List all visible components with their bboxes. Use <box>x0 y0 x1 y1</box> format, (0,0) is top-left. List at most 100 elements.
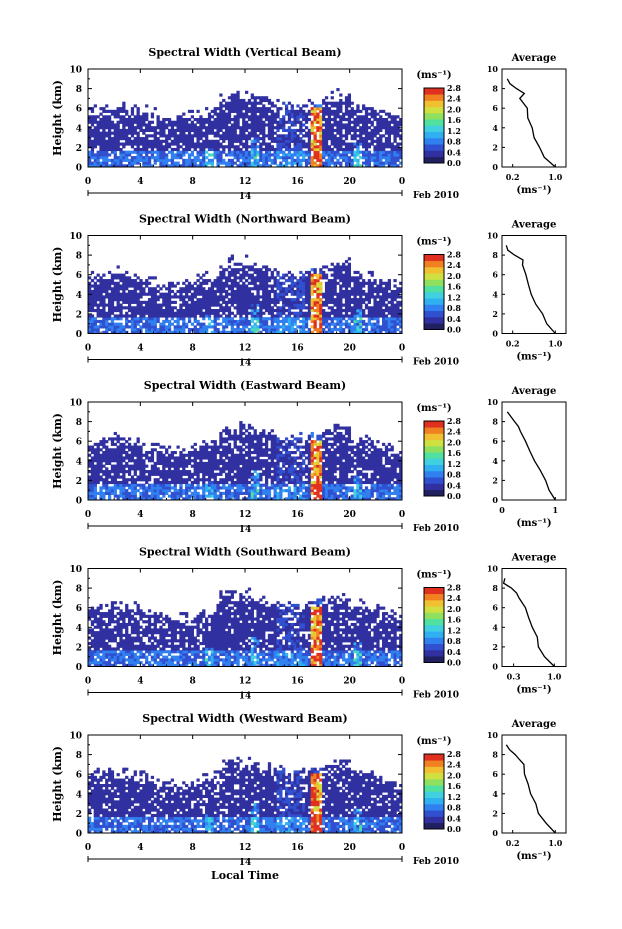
heatmap-cell <box>347 300 352 304</box>
heatmap-cell <box>333 139 337 143</box>
heatmap-cell <box>287 325 292 329</box>
heatmap-cell <box>262 123 266 127</box>
heatmap-cell <box>176 459 180 463</box>
heatmap-cell <box>376 325 380 329</box>
heatmap-cell <box>333 101 337 105</box>
heatmap-cell <box>262 317 266 321</box>
heatmap-cell <box>187 456 192 460</box>
heatmap-cell <box>319 276 323 280</box>
heatmap-cell <box>159 120 163 124</box>
heatmap-cell <box>105 115 109 119</box>
heatmap-cell <box>216 147 220 152</box>
heatmap-cell <box>247 131 252 135</box>
heatmap-cell <box>264 300 269 304</box>
heatmap-cell <box>393 147 397 152</box>
heatmap-cell <box>313 142 317 146</box>
heatmap-cell <box>356 298 360 302</box>
heatmap-cell <box>167 461 172 466</box>
heatmap-cell <box>293 128 297 133</box>
heatmap-cell <box>156 461 160 466</box>
heatmap-cell <box>344 101 349 105</box>
heatmap-cell <box>233 300 237 304</box>
heatmap-cell <box>296 317 300 321</box>
heatmap-cell <box>233 483 237 487</box>
heatmap-cell <box>88 486 92 490</box>
heatmap-cell <box>187 472 192 476</box>
heatmap-cell <box>344 322 349 326</box>
heatmap-cell <box>202 475 206 479</box>
heatmap-cell <box>170 142 175 146</box>
heatmap-cell <box>350 109 354 113</box>
heatmap-cell <box>339 109 343 113</box>
heatmap-cell <box>333 303 337 307</box>
heatmap-cell <box>344 123 349 127</box>
heatmap-cell <box>379 109 383 113</box>
heatmap-cell <box>122 478 126 482</box>
heatmap-cell <box>199 287 203 291</box>
heatmap-cell <box>105 483 109 487</box>
heatmap-cell <box>116 120 120 124</box>
heatmap-cell <box>116 156 120 160</box>
heatmap-cell <box>127 292 132 296</box>
heatmap-cell <box>202 287 206 291</box>
heatmap-cell <box>262 142 266 146</box>
heatmap-cell <box>202 451 206 455</box>
heatmap-cell <box>310 314 314 318</box>
heatmap-cell <box>399 325 403 329</box>
heatmap-cell <box>245 265 249 269</box>
heatmap-cell <box>133 279 137 283</box>
heatmap-cell <box>130 134 135 138</box>
heatmap-cell <box>205 164 209 168</box>
heatmap-cell <box>282 325 286 329</box>
heatmap-cell <box>396 303 400 307</box>
heatmap-cell <box>242 150 246 154</box>
heatmap-cell <box>356 328 360 332</box>
heatmap-cell <box>353 325 357 329</box>
heatmap-cell <box>259 330 263 334</box>
heatmap-cell <box>264 147 269 152</box>
heatmap-cell <box>259 309 263 313</box>
heatmap-cell <box>127 139 132 143</box>
heatmap-cell <box>113 486 117 490</box>
heatmap-cell <box>119 156 123 160</box>
heatmap-cell <box>230 287 234 291</box>
heatmap-cell <box>324 303 329 307</box>
heatmap-cell <box>187 489 192 493</box>
heatmap-cell <box>113 126 117 130</box>
heatmap-cell <box>199 145 203 149</box>
heatmap-cell <box>147 489 152 493</box>
heatmap-cell <box>193 300 197 304</box>
heatmap-cell <box>205 303 209 307</box>
heatmap-cell <box>379 309 383 313</box>
heatmap-cell <box>259 306 263 310</box>
heatmap-cell <box>90 448 95 452</box>
heatmap-cell <box>247 101 252 105</box>
heatmap-cell <box>125 470 129 474</box>
panel-title: Spectral Width (Vertical Beam) <box>148 46 341 59</box>
heatmap-cell <box>113 322 117 326</box>
heatmap-cell <box>339 118 343 122</box>
heatmap-cell <box>96 314 100 318</box>
heatmap-cell <box>344 298 349 302</box>
heatmap-cell <box>376 139 380 143</box>
heatmap-cell <box>239 161 243 165</box>
heatmap-cell <box>113 137 117 141</box>
heatmap-cell <box>384 298 389 302</box>
heatmap-cell <box>170 480 175 485</box>
heatmap-cell <box>350 311 354 315</box>
heatmap-cell <box>93 104 97 108</box>
heatmap-cell <box>88 128 92 133</box>
heatmap-cell <box>222 486 226 490</box>
heatmap-cell <box>119 137 123 141</box>
heatmap-cell <box>119 491 123 495</box>
heatmap-cell <box>250 134 254 138</box>
heatmap-cell <box>182 314 186 318</box>
heatmap-cell <box>387 158 391 162</box>
heatmap-cell <box>130 284 135 288</box>
y-tick-label: 4 <box>76 291 82 301</box>
heatmap-cell <box>136 489 140 493</box>
heatmap-cell <box>210 491 214 495</box>
heatmap-cell <box>96 480 100 485</box>
heatmap-cell <box>173 311 177 315</box>
heatmap-cell <box>182 158 186 162</box>
